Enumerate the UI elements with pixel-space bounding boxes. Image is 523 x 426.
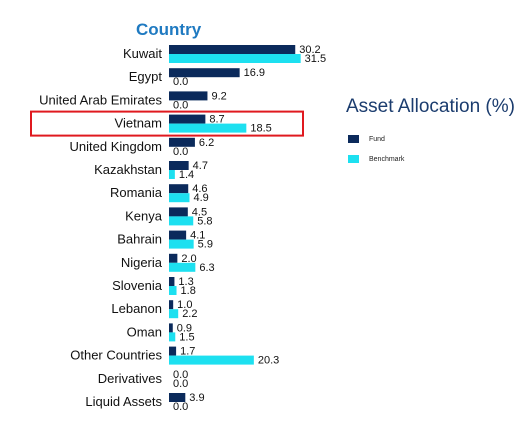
- bar-fund-united-arab-emirates: [169, 91, 208, 101]
- category-label-slovenia: Slovenia: [112, 278, 163, 293]
- data-label-benchmark-kuwait: 31.5: [305, 53, 326, 65]
- data-label-benchmark-romania: 4.9: [193, 192, 208, 204]
- data-label-fund-lebanon: 1.0: [177, 299, 192, 311]
- data-label-benchmark-bahrain: 5.9: [198, 239, 213, 251]
- highlight-box-vietnam: [30, 110, 304, 137]
- category-label-united-arab-emirates: United Arab Emirates: [39, 92, 162, 107]
- bar-fund-kazakhstan: [169, 161, 189, 170]
- data-label-fund-egypt: 16.9: [244, 67, 265, 79]
- data-label-fund-romania: 4.6: [192, 183, 207, 195]
- bar-benchmark-kuwait: [169, 54, 301, 63]
- data-label-benchmark-egypt: 0.0: [173, 76, 188, 88]
- legend-label-benchmark: Benchmark: [369, 155, 405, 163]
- data-label-fund-kuwait: 30.2: [299, 44, 320, 56]
- bar-fund-bahrain: [169, 230, 187, 240]
- data-label-benchmark-lebanon: 2.2: [182, 308, 197, 320]
- legend-swatch-fund: [348, 135, 359, 143]
- category-label-bahrain: Bahrain: [117, 232, 162, 247]
- data-label-benchmark-vietnam: 18.5: [250, 123, 271, 135]
- category-label-egypt: Egypt: [129, 69, 163, 84]
- data-label-benchmark-oman: 1.5: [179, 331, 194, 343]
- data-label-benchmark-slovenia: 1.8: [181, 285, 196, 297]
- data-label-fund-kenya: 4.5: [192, 206, 207, 218]
- data-label-fund-vietnam: 8.7: [209, 114, 224, 126]
- category-label-derivatives: Derivatives: [98, 371, 163, 386]
- bar-benchmark-nigeria: [169, 262, 196, 272]
- data-label-benchmark-nigeria: 6.3: [199, 262, 214, 274]
- data-label-benchmark-kazakhstan: 1.4: [179, 169, 194, 181]
- legend-item-fund: Fund: [348, 135, 385, 143]
- category-label-vietnam: Vietnam: [115, 116, 162, 131]
- bar-benchmark-romania: [169, 193, 190, 203]
- bar-benchmark-kazakhstan: [169, 170, 175, 179]
- category-label-kazakhstan: Kazakhstan: [94, 162, 162, 177]
- category-label-liquid-assets: Liquid Assets: [85, 394, 162, 409]
- category-label-other-countries: Other Countries: [70, 348, 162, 363]
- data-label-benchmark-other-countries: 20.3: [258, 355, 279, 367]
- data-label-fund-liquid-assets: 3.9: [189, 392, 204, 404]
- panel-title: Asset Allocation (%): [346, 96, 515, 117]
- data-label-benchmark-united-arab-emirates: 0.0: [173, 99, 188, 111]
- bar-benchmark-bahrain: [169, 239, 194, 249]
- data-label-fund-nigeria: 2.0: [181, 253, 196, 265]
- data-label-fund-other-countries: 1.7: [180, 346, 195, 358]
- data-label-fund-slovenia: 1.3: [178, 276, 193, 288]
- bar-benchmark-other-countries: [169, 355, 254, 365]
- bar-benchmark-lebanon: [169, 309, 179, 319]
- bar-fund-slovenia: [169, 277, 175, 286]
- bar-fund-kuwait: [169, 45, 296, 54]
- bar-benchmark-oman: [169, 332, 176, 342]
- bar-fund-liquid-assets: [169, 393, 186, 402]
- bar-fund-vietnam: [169, 114, 206, 124]
- data-label-benchmark-united-kingdom: 0.0: [173, 146, 188, 158]
- legend-item-benchmark: Benchmark: [348, 155, 404, 163]
- data-label-fund-united-kingdom: 6.2: [199, 137, 214, 149]
- category-label-kuwait: Kuwait: [123, 46, 162, 61]
- bar-fund-romania: [169, 184, 189, 194]
- bar-benchmark-vietnam: [169, 123, 247, 133]
- bar-fund-kenya: [169, 207, 188, 217]
- category-label-oman: Oman: [127, 324, 162, 339]
- bar-fund-egypt: [169, 68, 240, 78]
- bar-fund-other-countries: [169, 346, 177, 356]
- chart-title: Country: [136, 20, 202, 39]
- data-label-fund-united-arab-emirates: 9.2: [211, 90, 226, 102]
- data-label-fund-oman: 0.9: [177, 322, 192, 334]
- data-label-fund-bahrain: 4.1: [190, 230, 205, 242]
- bar-fund-oman: [169, 323, 173, 333]
- bar-fund-lebanon: [169, 300, 174, 310]
- category-label-kenya: Kenya: [125, 208, 163, 223]
- data-label-fund-kazakhstan: 4.7: [193, 160, 208, 172]
- data-label-benchmark-liquid-assets: 0.0: [173, 401, 188, 413]
- data-label-benchmark-kenya: 5.8: [197, 215, 212, 227]
- category-label-lebanon: Lebanon: [111, 301, 162, 316]
- data-label-benchmark-derivatives: 0.0: [173, 378, 188, 390]
- legend-label-fund: Fund: [369, 135, 385, 143]
- bar-benchmark-kenya: [169, 216, 194, 226]
- category-label-united-kingdom: United Kingdom: [70, 139, 163, 154]
- category-label-nigeria: Nigeria: [121, 255, 163, 270]
- bar-fund-united-kingdom: [169, 137, 195, 147]
- category-label-romania: Romania: [110, 185, 163, 200]
- bar-fund-nigeria: [169, 253, 178, 263]
- data-label-fund-derivatives: 0.0: [173, 369, 188, 381]
- legend-swatch-benchmark: [348, 155, 359, 163]
- bar-benchmark-slovenia: [169, 286, 177, 295]
